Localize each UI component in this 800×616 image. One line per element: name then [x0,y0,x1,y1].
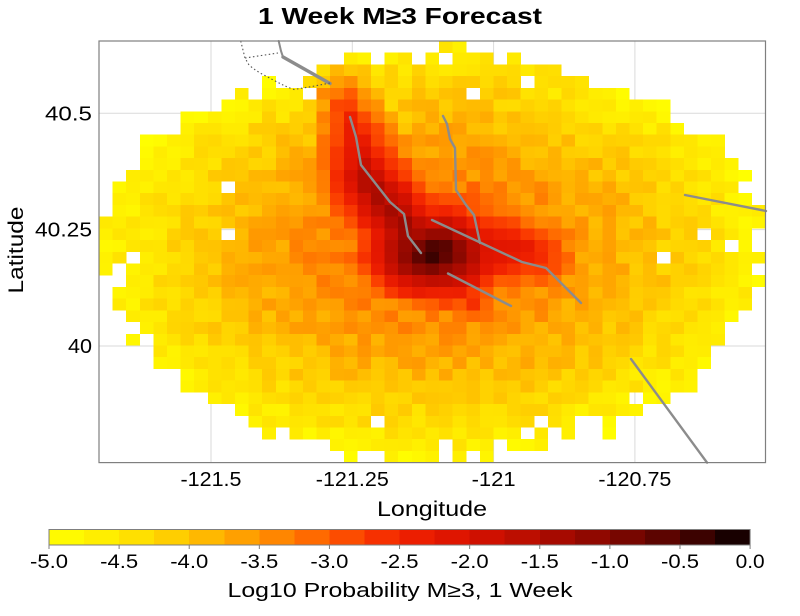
svg-text:-3.0: -3.0 [310,551,348,573]
svg-text:-1.5: -1.5 [521,551,559,573]
svg-text:-0.5: -0.5 [661,551,699,573]
svg-text:40: 40 [68,336,92,358]
svg-text:Latitude: Latitude [5,207,28,294]
svg-text:-5.0: -5.0 [30,551,68,573]
svg-text:-2.5: -2.5 [381,551,419,573]
svg-text:40.5: 40.5 [45,103,92,125]
svg-text:Longitude: Longitude [377,498,487,521]
svg-text:-3.5: -3.5 [240,551,278,573]
svg-text:-121.25: -121.25 [316,469,389,491]
svg-text:1 Week M≥3 Forecast: 1 Week M≥3 Forecast [258,3,542,29]
svg-text:-4.0: -4.0 [170,551,208,573]
svg-text:-121: -121 [472,469,516,491]
svg-text:Log10 Probability M≥3, 1 Week: Log10 Probability M≥3, 1 Week [228,580,574,602]
svg-text:0.0: 0.0 [736,551,765,573]
svg-text:40.25: 40.25 [35,220,92,242]
svg-text:-1.0: -1.0 [591,551,629,573]
svg-text:-121.5: -121.5 [181,469,242,491]
svg-text:-4.5: -4.5 [100,551,138,573]
svg-text:-2.0: -2.0 [451,551,489,573]
svg-text:-120.75: -120.75 [598,469,671,491]
